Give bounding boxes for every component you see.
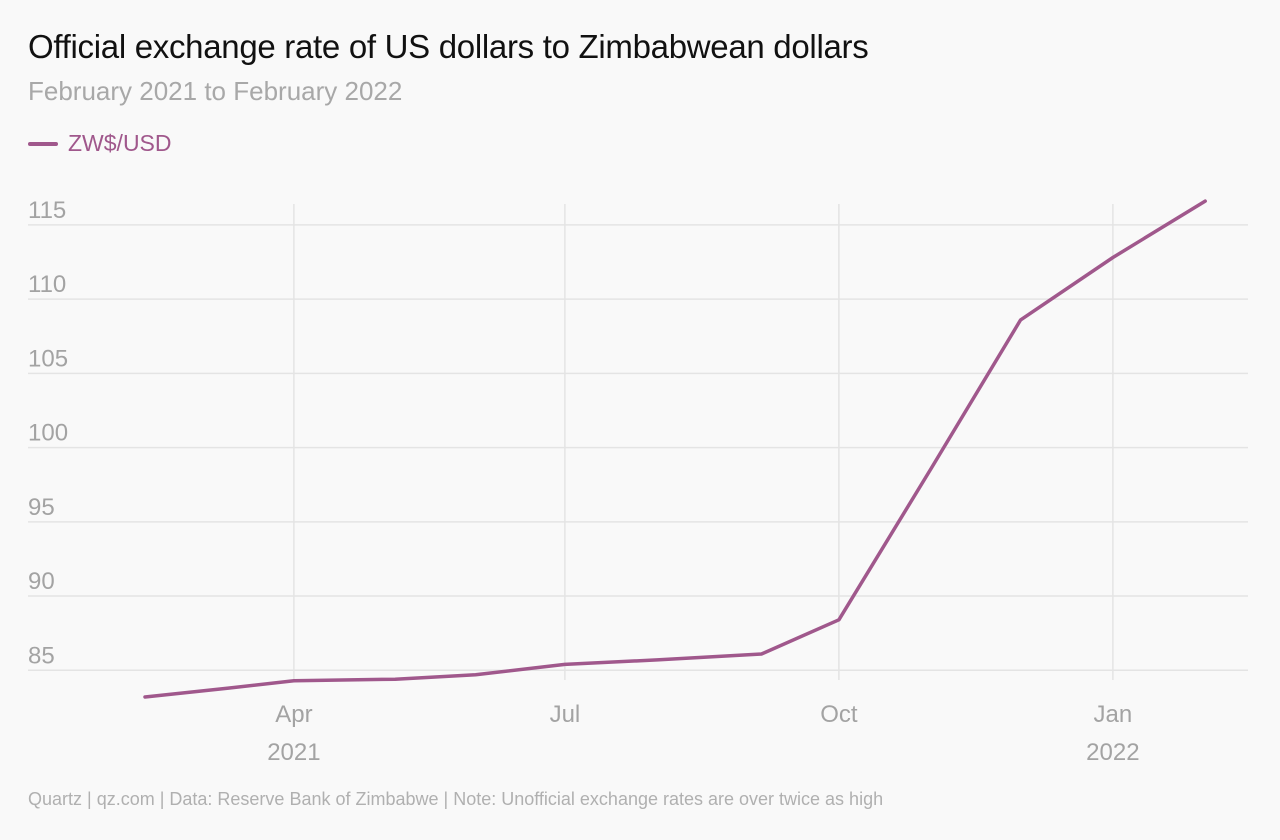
y-tick-label: 100 [28, 420, 68, 447]
x-tick-label: Apr [275, 701, 312, 728]
y-tick-label: 85 [28, 642, 55, 669]
x-tick-sublabel: 2021 [267, 739, 320, 766]
x-tick-label: Jul [550, 701, 581, 728]
chart-subtitle: February 2021 to February 2022 [28, 76, 403, 106]
y-tick-label: 95 [28, 494, 55, 521]
y-tick-label: 110 [28, 271, 66, 298]
x-tick-label: Jan [1094, 701, 1133, 728]
x-tick-label: Oct [820, 701, 858, 728]
x-tick-sublabel: 2022 [1086, 739, 1139, 766]
legend-swatch [28, 141, 58, 146]
y-tick-label: 115 [28, 197, 66, 224]
y-tick-label: 105 [28, 345, 68, 372]
legend-label: ZW$/USD [68, 130, 172, 156]
chart-title: Official exchange rate of US dollars to … [28, 28, 869, 65]
y-tick-label: 90 [28, 568, 55, 595]
source-note: Quartz | qz.com | Data: Reserve Bank of … [28, 789, 884, 809]
legend: ZW$/USD [28, 130, 172, 157]
series-line [143, 199, 1207, 699]
